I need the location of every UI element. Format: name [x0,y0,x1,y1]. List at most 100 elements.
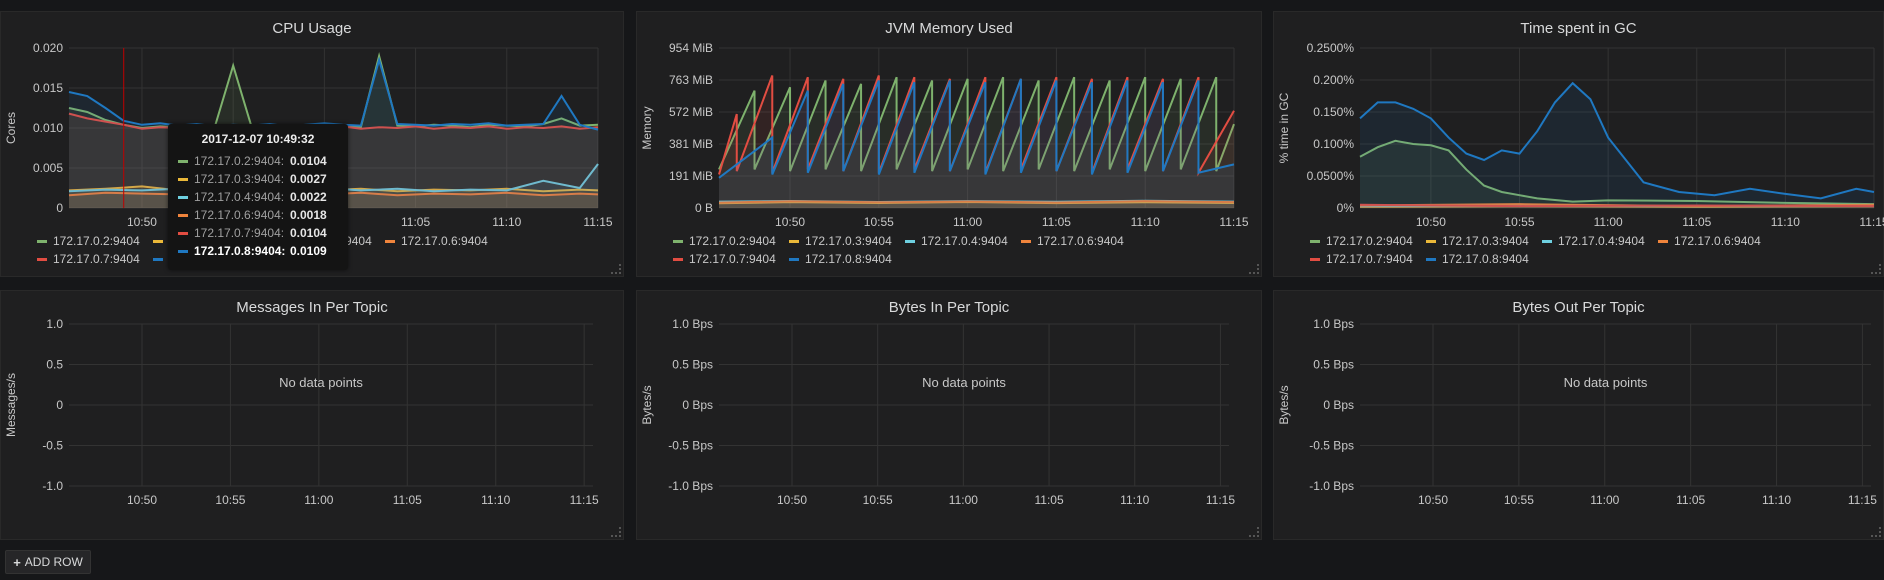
chart-jvm-memory[interactable]: 0 B 191 MiB 381 MiB 572 MiB 763 MiB 954 MiB 10… [637,12,1263,278]
panel-title[interactable]: JVM Memory Used [885,20,1013,37]
legend-item[interactable]: 172.17.0.7:9404 [37,252,140,266]
series-line[interactable] [1359,139,1875,206]
legend-item[interactable]: 172.17.0.3:9404 [789,234,892,248]
x-tick-label: 11:00 [1590,493,1619,507]
chart-bytes-in[interactable]: -1.0 Bps -0.5 Bps 0 Bps 0.5 Bps 1.0 Bps 10:50… [637,291,1263,541]
y-axis-label: Bytes/s [1277,385,1291,424]
chart-bytes-out[interactable]: -1.0 Bps -0.5 Bps 0 Bps 0.5 Bps 1.0 Bps 10:50… [1274,291,1884,541]
series-line[interactable] [718,78,1235,179]
tooltip-row: 172.17.0.3:9404: 0.0027 [178,170,338,188]
legend-item[interactable]: 172.17.0.4:9404 [1542,234,1645,248]
resize-handle[interactable] [1249,264,1259,274]
x-tick-label: 10:50 [127,493,157,507]
legend-label: 172.17.0.6:9404 [1674,234,1761,248]
x-tick-label: 11:10 [1762,493,1791,507]
legend-label: 172.17.0.7:9404 [53,252,140,266]
panel-title[interactable]: Time spent in GC [1520,20,1637,37]
add-row-label: ADD ROW [24,555,83,569]
legend-item[interactable]: 172.17.0.6:9404 [1021,234,1124,248]
legend-swatch [789,258,799,261]
no-data-message: No data points [279,375,363,390]
legend-item[interactable]: 172.17.0.8:9404 [789,252,892,266]
y-tick-label: -1.0 Bps [668,479,713,493]
series-line[interactable] [1359,203,1875,208]
panel-messages-in: Messages In Per Topic -1.0 -0.5 0 0.5 1.0 10:… [0,290,624,540]
y-tick-label: -0.5 Bps [668,439,713,453]
chart-gc-time[interactable]: 0%0.0500%0.100%0.150%0.200%0.2500%10:50 1… [1274,12,1884,278]
x-tick-label: 11:10 [1120,493,1149,507]
resize-handle[interactable] [611,264,621,274]
legend-swatch [1310,240,1320,243]
y-tick-label: -1.0 Bps [1309,479,1354,493]
tooltip-value: 0.0027 [290,172,327,186]
tooltip-row: 172.17.0.7:9404: 0.0104 [178,224,338,242]
legend-item[interactable]: 172.17.0.3:9404 [1426,234,1529,248]
legend-item[interactable]: 172.17.0.7:9404 [673,252,776,266]
y-axis-label: % time in GC [1277,92,1291,163]
x-tick-label: 10:55 [215,493,245,507]
x-tick-label: 10:50 [777,493,807,507]
panel-title[interactable]: Bytes In Per Topic [888,299,1010,316]
y-tick-label: 191 MiB [669,169,713,183]
panel-gc-time: Time spent in GC 0% 0.0500% 0.100% 0.150% 0.… [1273,11,1884,277]
tooltip-series-name: 172.17.0.4:9404: [194,190,285,204]
panel-title[interactable]: Bytes Out Per Topic [1512,299,1645,316]
y-tick-label: 0.005 [33,161,63,175]
legend-label: 172.17.0.2:9404 [1326,234,1413,248]
add-row-button[interactable]: + ADD ROW [5,550,91,574]
x-tick-label: 10:55 [864,215,894,229]
legend-item[interactable]: 172.17.0.2:9404 [1310,234,1413,248]
legend-swatch [37,258,47,261]
y-tick-label: -0.5 [42,439,63,453]
y-tick-label: 0.150% [1313,105,1354,119]
tooltip-time: 2017-12-07 10:49:32 [201,132,315,146]
y-tick-label: 1.0 Bps [1313,317,1354,331]
legend-swatch [1542,240,1552,243]
series-line[interactable] [68,56,599,131]
tooltip-swatch [178,249,188,253]
x-tick-label: 11:10 [492,215,521,229]
legend-swatch [789,240,799,243]
legend-label: 172.17.0.7:9404 [689,252,776,266]
series-area [1360,83,1874,208]
series-line[interactable] [718,200,1235,204]
legend-label: 172.17.0.3:9404 [805,234,892,248]
legend-item[interactable]: 172.17.0.4:9404 [905,234,1008,248]
panel-jvm-memory: JVM Memory Used 0 B 191 MiB 381 MiB 572 MiB… [636,11,1262,277]
resize-handle[interactable] [1249,527,1259,537]
y-tick-label: 0.015 [33,81,63,95]
legend-item[interactable]: 172.17.0.2:9404 [37,234,140,248]
y-tick-label: -1.0 [42,479,63,493]
series-line[interactable] [68,52,599,130]
legend-swatch [1310,258,1320,261]
legend-item[interactable]: 172.17.0.7:9404 [1310,252,1413,266]
series-area [719,75,1234,208]
legend-item[interactable]: 172.17.0.6:9404 [1658,234,1761,248]
legend-label: 172.17.0.4:9404 [921,234,1008,248]
tooltip-swatch [178,195,188,199]
y-tick-label: 0.2500% [1307,41,1355,55]
x-tick-label: 11:05 [1682,215,1711,229]
legend-label: 172.17.0.8:9404 [1442,252,1529,266]
y-axis-label: Memory [640,106,654,149]
legend-item[interactable]: 172.17.0.8:9404 [1426,252,1529,266]
resize-handle[interactable] [1871,264,1881,274]
chart-messages-in[interactable]: -1.0 -0.5 0 0.5 1.0 10:50 10:55 11:00 11:05 11:10… [1,291,625,541]
legend-item[interactable]: 172.17.0.2:9404 [673,234,776,248]
panel-title[interactable]: CPU Usage [272,20,352,37]
tooltip-swatch [178,213,188,217]
x-tick-label: 10:50 [1418,493,1448,507]
legend-item[interactable]: 172.17.0.6:9404 [385,234,488,248]
y-tick-label: 0.5 Bps [1313,358,1354,372]
x-tick-label: 11:05 [393,493,422,507]
panel-title[interactable]: Messages In Per Topic [236,299,388,316]
x-tick-label: 11:05 [1034,493,1063,507]
series-line[interactable] [1359,81,1875,200]
resize-handle[interactable] [1871,527,1881,537]
x-tick-label: 11:10 [481,493,510,507]
y-tick-label: 763 MiB [669,73,713,87]
legend-label: 172.17.0.4:9404 [1558,234,1645,248]
x-tick-label: 10:50 [775,215,805,229]
legend-swatch [153,258,163,261]
resize-handle[interactable] [611,527,621,537]
